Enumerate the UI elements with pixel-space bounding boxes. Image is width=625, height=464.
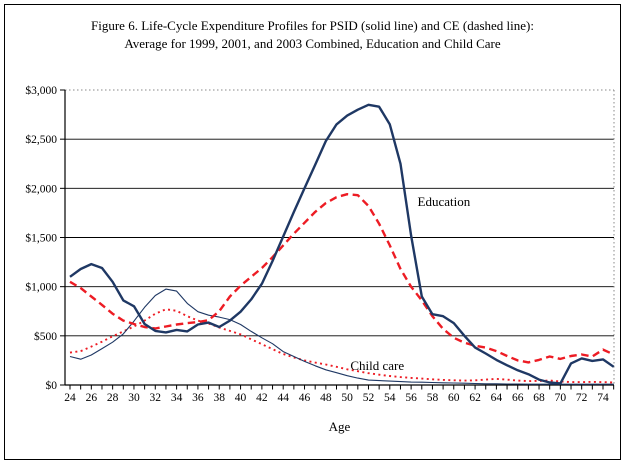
annotation-child-care: Child care — [350, 358, 404, 373]
y-tick-label: $1,500 — [25, 232, 57, 245]
chart-title-line-1: Figure 6. Life-Cycle Expenditure Profile… — [91, 18, 534, 33]
x-tick-label: 74 — [597, 392, 609, 404]
y-tick-label: $0 — [46, 379, 58, 392]
x-tick-label: 56 — [405, 392, 417, 404]
x-tick-label: 50 — [341, 392, 353, 404]
y-tick-label: $2,500 — [25, 133, 57, 146]
x-tick-label: 64 — [491, 392, 503, 404]
x-tick-label: 66 — [512, 392, 524, 404]
x-tick-label: 30 — [128, 392, 140, 404]
x-tick-label: 38 — [213, 392, 225, 404]
x-tick-label: 26 — [86, 392, 98, 404]
x-tick-label: 36 — [192, 392, 204, 404]
x-tick-label: 68 — [533, 392, 545, 404]
x-tick-label: 58 — [427, 392, 439, 404]
y-tick-label: $500 — [34, 330, 57, 343]
series-line-education-psid-solid-line — [69, 103, 615, 385]
series-line-child-care-psid-thin-solid-line — [69, 288, 614, 385]
y-tick-label: $1,000 — [25, 281, 57, 294]
x-tick-label: 54 — [384, 392, 396, 404]
annotation-education: Education — [418, 194, 471, 209]
figure-border — [4, 4, 621, 460]
x-tick-label: 60 — [448, 392, 460, 404]
x-tick-label: 44 — [277, 392, 289, 404]
x-tick-label: 24 — [64, 392, 76, 404]
x-axis-title: Age — [328, 419, 351, 434]
x-tick-label: 46 — [299, 392, 311, 404]
y-tick-label: $2,000 — [25, 182, 57, 195]
x-tick-label: 42 — [256, 392, 268, 404]
x-tick-label: 70 — [555, 392, 567, 404]
chart-title: Figure 6. Life-Cycle Expenditure Profile… — [0, 17, 625, 53]
x-tick-label: 34 — [171, 392, 183, 404]
y-tick-label: $3,000 — [25, 84, 57, 97]
x-tick-label: 40 — [235, 392, 247, 404]
x-tick-label: 28 — [107, 392, 119, 404]
x-tick-label: 52 — [363, 392, 375, 404]
series-line-education-ce-dashed-line — [69, 192, 615, 364]
series-line-child-care-ce-dotted-line — [69, 308, 614, 384]
x-tick-label: 48 — [320, 392, 332, 404]
x-tick-label: 62 — [469, 392, 481, 404]
x-tick-label: 32 — [150, 392, 162, 404]
x-tick-label: 72 — [576, 392, 588, 404]
chart-title-line-2: Average for 1999, 2001, and 2003 Combine… — [124, 36, 501, 51]
